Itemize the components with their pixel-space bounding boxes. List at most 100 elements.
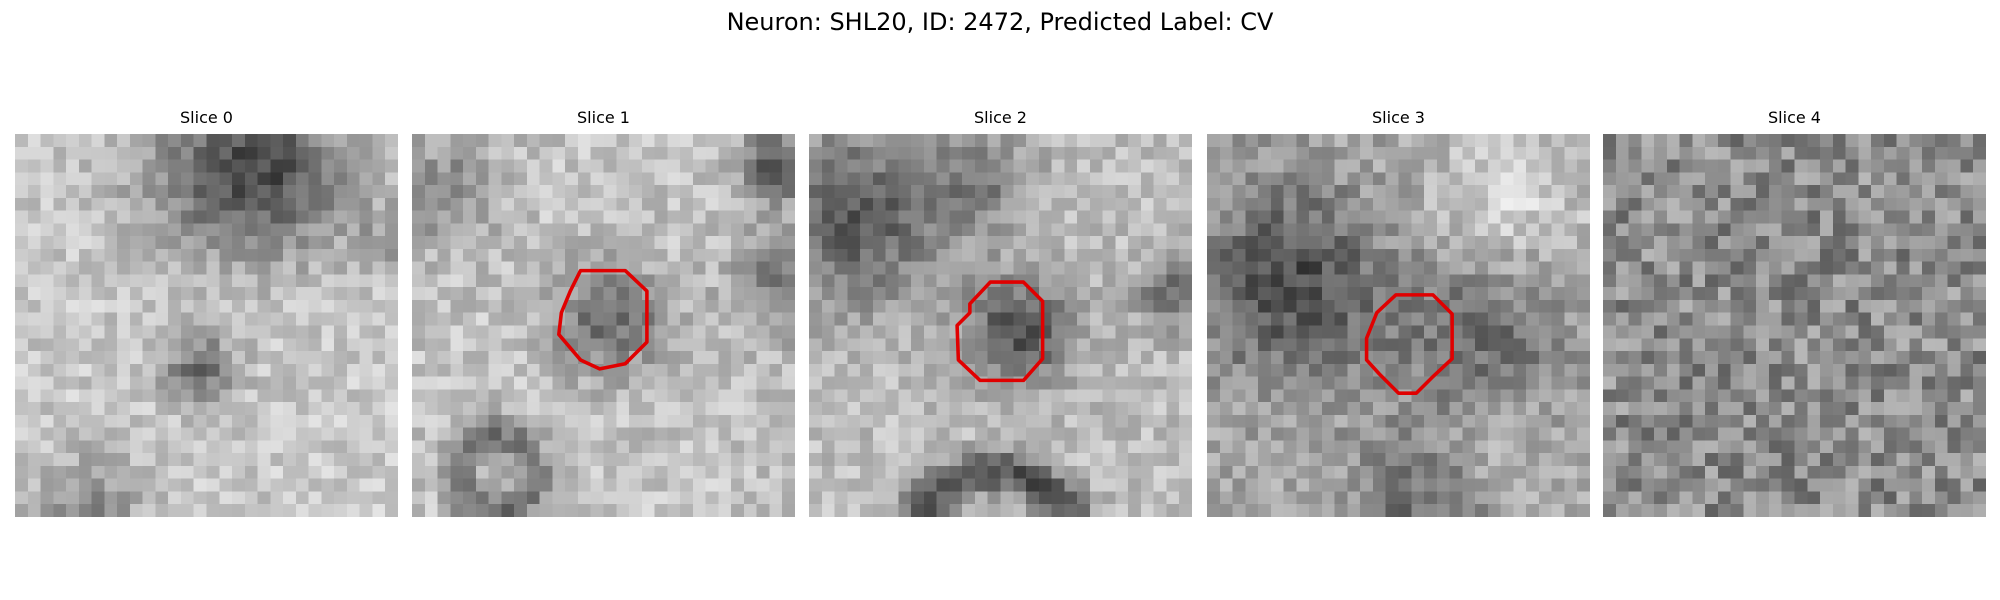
pixel bbox=[78, 146, 92, 160]
pixel bbox=[1820, 312, 1834, 326]
pixel bbox=[1538, 172, 1552, 186]
pixel bbox=[1845, 338, 1859, 352]
pixel bbox=[629, 287, 643, 301]
pixel bbox=[1756, 223, 1770, 237]
pixel bbox=[1347, 351, 1361, 365]
pixel bbox=[1449, 274, 1463, 288]
pixel bbox=[1296, 299, 1310, 313]
pixel bbox=[15, 172, 29, 186]
pixel bbox=[180, 287, 194, 301]
pixel bbox=[860, 491, 874, 505]
pixel bbox=[1051, 197, 1065, 211]
pixel bbox=[1794, 402, 1808, 416]
pixel bbox=[565, 185, 579, 199]
pixel bbox=[1026, 338, 1040, 352]
pixel bbox=[1232, 440, 1246, 454]
pixel bbox=[1115, 261, 1129, 275]
pixel bbox=[885, 491, 899, 505]
pixel bbox=[1807, 261, 1821, 275]
pixel bbox=[412, 210, 426, 224]
pixel bbox=[424, 427, 438, 441]
pixel bbox=[1922, 389, 1936, 403]
pixel bbox=[539, 376, 553, 390]
pixel bbox=[91, 338, 105, 352]
pixel bbox=[1730, 134, 1744, 148]
pixel bbox=[1666, 172, 1680, 186]
pixel bbox=[923, 504, 937, 517]
pixel bbox=[346, 248, 360, 262]
pixel bbox=[257, 491, 271, 505]
pixel bbox=[514, 134, 528, 148]
pixel bbox=[1768, 248, 1782, 262]
pixel bbox=[1513, 287, 1527, 301]
pixel bbox=[1372, 274, 1386, 288]
pixel bbox=[590, 223, 604, 237]
pixel bbox=[1038, 325, 1052, 339]
pixel bbox=[756, 363, 770, 377]
pixel bbox=[769, 478, 783, 492]
pixel bbox=[1449, 146, 1463, 160]
pixel bbox=[539, 185, 553, 199]
pixel bbox=[565, 210, 579, 224]
pixel bbox=[1705, 351, 1719, 365]
pixel bbox=[1577, 338, 1590, 352]
pixel bbox=[923, 274, 937, 288]
pixel bbox=[27, 274, 41, 288]
pixel bbox=[1360, 414, 1374, 428]
pixel bbox=[193, 465, 207, 479]
pixel bbox=[1321, 504, 1335, 517]
pixel bbox=[1628, 197, 1642, 211]
pixel bbox=[782, 287, 795, 301]
pixel bbox=[424, 363, 438, 377]
pixel bbox=[1768, 453, 1782, 467]
pixel bbox=[1794, 351, 1808, 365]
pixel bbox=[1436, 338, 1450, 352]
pixel bbox=[412, 299, 426, 313]
pixel bbox=[1717, 453, 1731, 467]
pixel bbox=[885, 248, 899, 262]
pixel bbox=[1207, 402, 1221, 416]
pixel bbox=[756, 504, 770, 517]
pixel bbox=[1487, 159, 1501, 173]
pixel bbox=[1487, 363, 1501, 377]
pixel bbox=[692, 146, 706, 160]
pixel bbox=[1513, 134, 1527, 148]
pixel bbox=[1347, 172, 1361, 186]
pixel bbox=[987, 248, 1001, 262]
pixel bbox=[1462, 478, 1476, 492]
pixel bbox=[321, 197, 335, 211]
pixel bbox=[1858, 197, 1872, 211]
pixel bbox=[1334, 236, 1348, 250]
pixel bbox=[142, 440, 156, 454]
pixel bbox=[936, 427, 950, 441]
pixel bbox=[1654, 223, 1668, 237]
pixel bbox=[155, 146, 169, 160]
pixel bbox=[1603, 338, 1617, 352]
pixel bbox=[1603, 197, 1617, 211]
pixel bbox=[1219, 274, 1233, 288]
pixel bbox=[193, 210, 207, 224]
pixel bbox=[463, 197, 477, 211]
pixel bbox=[911, 414, 925, 428]
pixel bbox=[1179, 261, 1192, 275]
pixel bbox=[206, 146, 220, 160]
pixel bbox=[232, 223, 246, 237]
pixel bbox=[1102, 440, 1116, 454]
pixel bbox=[1692, 312, 1706, 326]
pixel bbox=[412, 146, 426, 160]
pixel bbox=[1166, 376, 1180, 390]
pixel bbox=[1179, 197, 1192, 211]
pixel bbox=[1296, 312, 1310, 326]
pixel bbox=[385, 389, 398, 403]
pixel bbox=[667, 325, 681, 339]
pixel bbox=[1475, 427, 1489, 441]
pixel bbox=[962, 491, 976, 505]
pixel bbox=[475, 134, 489, 148]
pixel bbox=[385, 351, 398, 365]
pixel bbox=[1207, 325, 1221, 339]
pixel bbox=[1334, 274, 1348, 288]
pixel bbox=[1270, 274, 1284, 288]
pixel bbox=[1820, 363, 1834, 377]
pixel bbox=[257, 146, 271, 160]
pixel bbox=[923, 248, 937, 262]
